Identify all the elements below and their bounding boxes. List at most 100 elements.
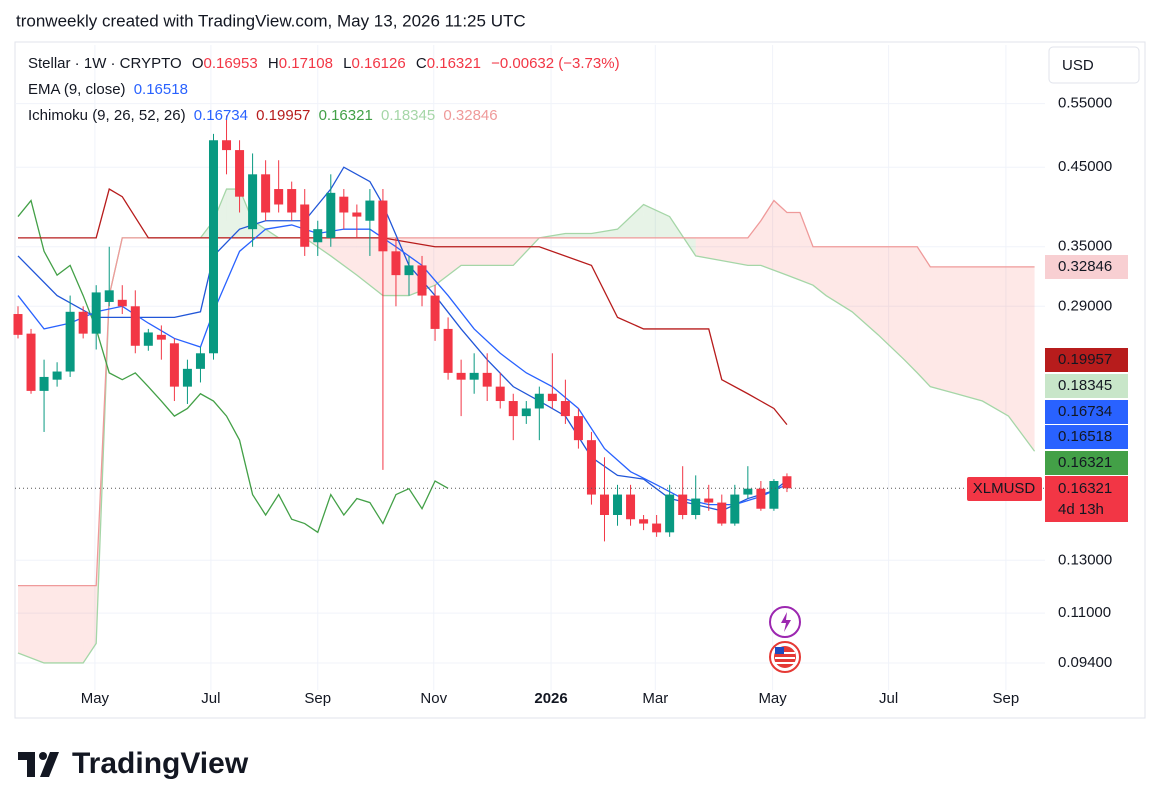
candle-body <box>756 488 766 509</box>
price-tag <box>1045 476 1128 522</box>
candle-body <box>404 265 414 276</box>
candle-body <box>730 494 740 524</box>
currency-button[interactable] <box>1048 46 1140 84</box>
x-tick-label: May <box>81 690 110 707</box>
currency[interactable]: USD <box>1062 57 1094 74</box>
cloud-fill <box>643 204 670 238</box>
candle-body <box>704 498 714 503</box>
candle-body <box>182 368 192 387</box>
lagging-line <box>17 199 449 534</box>
candle-body <box>313 229 323 243</box>
icon-glyph <box>775 647 784 654</box>
candle-body <box>156 334 166 340</box>
candle-body <box>261 174 271 213</box>
brand-name: TradingView <box>72 747 249 780</box>
candle-body <box>26 333 36 391</box>
candle-body <box>39 376 49 391</box>
conversion-value: 0.16734 <box>194 107 248 124</box>
cloud-fill <box>356 237 383 296</box>
ticker-label: XLMUSD <box>973 480 1036 497</box>
candle-body <box>482 372 492 387</box>
cloud-fill <box>83 585 97 663</box>
price-tag-label: 0.18345 <box>1058 377 1112 394</box>
brand-logo: TradingView <box>18 747 249 780</box>
candle-body <box>665 494 675 533</box>
x-tick-label: 2026 <box>534 690 567 707</box>
candle-body <box>508 401 518 417</box>
candle-body <box>52 371 62 380</box>
ohlc-value: 0.16126 <box>351 55 405 72</box>
logo-mark <box>39 752 47 760</box>
ohlc-label: H <box>268 55 279 72</box>
candle-body <box>365 200 375 221</box>
candle-body <box>417 265 427 296</box>
candle-body <box>169 343 179 387</box>
cloud-fill <box>956 266 983 402</box>
candle-body <box>691 498 701 515</box>
candle-body <box>717 502 727 524</box>
price-tag <box>1045 348 1128 372</box>
price-tag <box>1045 255 1128 279</box>
y-tick-label: 0.55000 <box>1058 95 1112 112</box>
cloud-fill <box>878 246 905 360</box>
cloud-fill <box>695 237 722 261</box>
chart-title: tronweekly created with TradingView.com,… <box>16 11 526 30</box>
base-line <box>17 188 788 426</box>
candle-body <box>613 494 623 515</box>
price-tag-label: 0.16518 <box>1058 428 1112 445</box>
cloud-fill <box>487 237 514 266</box>
cloud-fill <box>226 189 240 238</box>
ohlc-value: 0.17108 <box>279 55 333 72</box>
candle-body <box>78 311 88 334</box>
countdown: 4d 13h <box>1058 501 1104 518</box>
legend-ema: EMA (9, close) 0.16518 <box>28 81 188 98</box>
x-tick-label: Sep <box>993 690 1020 707</box>
price-tag <box>1045 374 1128 398</box>
legend-ichimoku: Ichimoku (9, 26, 52, 26) 0.16734 0.19957… <box>28 107 498 124</box>
ohlc-value: 0.16321 <box>427 55 481 72</box>
cloud-fill <box>813 246 827 296</box>
x-tick-label: Mar <box>642 690 668 707</box>
candle-body <box>65 311 75 372</box>
chart-frame <box>14 41 1146 719</box>
x-tick-label: May <box>758 690 787 707</box>
candle-body <box>352 212 362 217</box>
ema-label: EMA (9, close) <box>28 81 126 98</box>
candle-body <box>430 295 440 329</box>
candle-body <box>378 200 388 252</box>
x-tick-label: Jul <box>201 690 220 707</box>
cloud-fill <box>747 220 761 266</box>
ohlc-label: O <box>192 55 204 72</box>
candle-body <box>391 251 401 276</box>
ohlc-label: L <box>343 55 351 72</box>
price-tag-label: 0.19957 <box>1058 351 1112 368</box>
cloud-fill <box>565 233 592 238</box>
candle-body <box>769 481 779 509</box>
cloud-fill <box>461 237 488 266</box>
candle-body <box>469 372 479 380</box>
lagging-value: 0.16321 <box>319 107 373 124</box>
candle-body <box>586 440 596 495</box>
cloud-fill <box>1008 266 1035 452</box>
cloud-fill <box>617 204 644 238</box>
logo-mark <box>40 752 59 777</box>
y-tick-label: 0.35000 <box>1058 238 1112 255</box>
candle-body <box>521 408 531 417</box>
cloud-fill <box>799 212 814 286</box>
candle-body <box>443 328 453 373</box>
legend-symbol: Stellar · 1W · CRYPTO O0.16953 H0.17108 … <box>28 55 620 72</box>
candle-body <box>678 494 688 515</box>
cloud-fill <box>44 585 84 663</box>
candle-body <box>130 306 140 346</box>
candle-body <box>248 174 258 230</box>
symbol: Stellar · 1W · CRYPTO <box>28 55 182 72</box>
candle-body <box>782 476 792 489</box>
candle-body <box>599 494 609 515</box>
y-tick-label: 0.11000 <box>1058 604 1111 621</box>
candle-body <box>534 393 544 409</box>
candle-body <box>13 314 23 335</box>
cloud-fill <box>760 200 774 271</box>
candle-body <box>652 523 662 533</box>
plot-area: 0.55000 0.45000 0.35000 0.29000 0.13000 0.110… <box>13 45 1112 707</box>
